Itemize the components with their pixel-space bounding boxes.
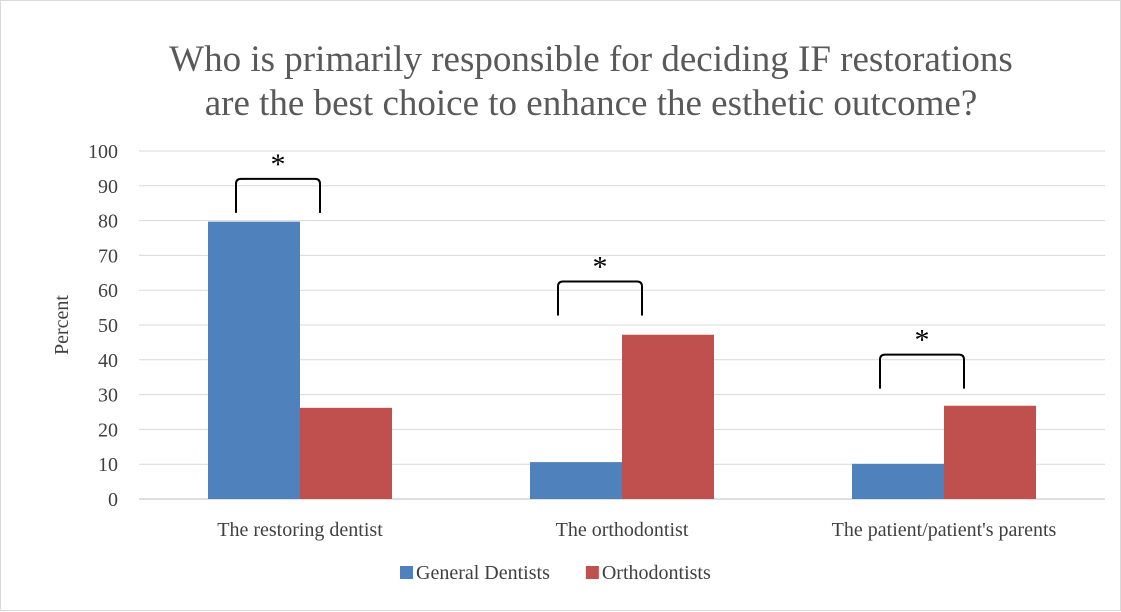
legend-label: Orthodontists xyxy=(602,562,711,584)
legend-swatch xyxy=(400,566,413,579)
y-tick-label: 60 xyxy=(98,280,118,302)
y-axis-ticks: 0 10 20 30 40 50 60 70 80 90 100 xyxy=(88,141,118,511)
bars xyxy=(208,221,1036,500)
y-tick-label: 30 xyxy=(98,385,118,407)
y-tick-label: 100 xyxy=(88,141,118,163)
legend-swatch xyxy=(585,566,599,579)
x-axis-categories: The restoring dentist The orthodontist The… xyxy=(217,519,1056,541)
legend: General Dentists Orthodontists xyxy=(400,562,711,584)
y-tick-label: 20 xyxy=(98,419,118,441)
bar xyxy=(208,221,300,500)
significance-star: * xyxy=(593,251,608,284)
x-category-label: The restoring dentist xyxy=(217,519,383,541)
y-tick-label: 0 xyxy=(108,489,118,511)
significance-bracket xyxy=(235,177,321,213)
legend-label: General Dentists xyxy=(416,562,550,584)
chart-title-line-1: Who is primarily responsible for decidin… xyxy=(169,39,1013,80)
y-tick-label: 50 xyxy=(98,315,118,337)
y-tick-label: 40 xyxy=(98,350,118,372)
bar xyxy=(852,463,944,499)
significance-bracket xyxy=(879,353,965,389)
significance-annotations: * * * xyxy=(235,148,965,389)
bar xyxy=(944,405,1036,499)
y-tick-label: 70 xyxy=(98,245,118,267)
y-tick-label: 10 xyxy=(98,454,118,476)
significance-bracket xyxy=(557,280,643,316)
significance-star: * xyxy=(271,148,286,181)
y-axis-title: Percent xyxy=(51,295,73,355)
bar xyxy=(530,462,622,499)
x-category-label: The patient/patient's parents xyxy=(832,519,1057,541)
y-tick-label: 90 xyxy=(98,176,118,198)
y-tick-label: 80 xyxy=(98,211,118,233)
chart-title-line-2: are the best choice to enhance the esthe… xyxy=(205,83,978,124)
bar xyxy=(622,334,714,499)
bar xyxy=(300,407,392,499)
x-category-label: The orthodontist xyxy=(556,519,689,541)
significance-star: * xyxy=(915,324,930,357)
